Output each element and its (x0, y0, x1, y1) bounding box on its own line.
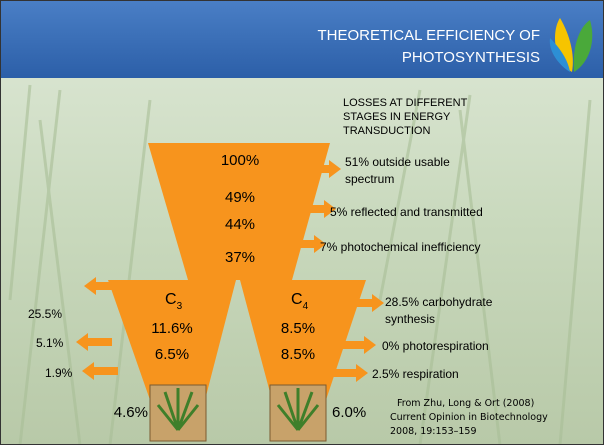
c3-plant (149, 384, 207, 442)
level: 49% (225, 189, 255, 206)
arrow (305, 160, 341, 178)
arrow (290, 235, 326, 253)
losses-heading: LOSSES AT DIFFERENT (343, 97, 468, 109)
level: 100% (221, 152, 259, 169)
citation: 2008, 19:153–159 (390, 426, 477, 437)
c4-loss: 28.5% carbohydrate (385, 295, 493, 309)
arrow (76, 333, 112, 351)
losses-heading: TRANSDUCTION (343, 125, 430, 137)
c4-level: 8.5% (281, 346, 315, 363)
c4-loss: 0% photorespiration (382, 339, 489, 353)
funnel (148, 143, 330, 280)
arrow (84, 277, 120, 295)
c3-loss: 1.9% (45, 366, 73, 380)
header-band (0, 0, 604, 78)
losses-heading: STAGES IN ENERGY (343, 111, 451, 123)
c3-level: 11.6% (151, 320, 192, 337)
arrow (332, 364, 368, 382)
c3-letter: C (165, 291, 177, 308)
arrow (340, 336, 376, 354)
level: 37% (225, 249, 255, 266)
c3-loss: 5.1% (36, 336, 64, 350)
loss: spectrum (345, 172, 394, 186)
logo (549, 18, 593, 72)
c4-loss: synthesis (385, 312, 435, 326)
c4-plant (269, 384, 327, 442)
loss: 51% outside usable (345, 155, 450, 169)
arrow (348, 294, 384, 312)
c3-label: C3 (165, 291, 183, 312)
c4-level: 8.5% (281, 320, 315, 337)
c4-loss: 2.5% respiration (372, 367, 459, 381)
c4-label: C4 (291, 291, 309, 312)
c3-funnel (108, 280, 236, 400)
loss: 7% photochemical inefficiency (320, 240, 481, 254)
citation: Current Opinion in Biotechnology (390, 412, 548, 423)
grass (8, 84, 592, 445)
title: PHOTOSYNTHESIS (402, 49, 540, 66)
arrow (82, 362, 118, 380)
c4-letter: C (291, 291, 303, 308)
c3-sub: 3 (177, 301, 183, 312)
title: THEORETICAL EFFICIENCY OF (317, 27, 540, 44)
c3-level: 6.5% (155, 346, 189, 363)
citation: From Zhu, Long & Ort (2008) (397, 398, 534, 409)
arrow (300, 200, 336, 218)
c3-final: 4.6% (114, 404, 148, 421)
loss: 5% reflected and transmitted (330, 205, 483, 219)
c3-loss: 25.5% (28, 307, 62, 321)
c4-sub: 4 (303, 301, 309, 312)
c4-final: 6.0% (332, 404, 366, 421)
level: 44% (225, 216, 255, 233)
